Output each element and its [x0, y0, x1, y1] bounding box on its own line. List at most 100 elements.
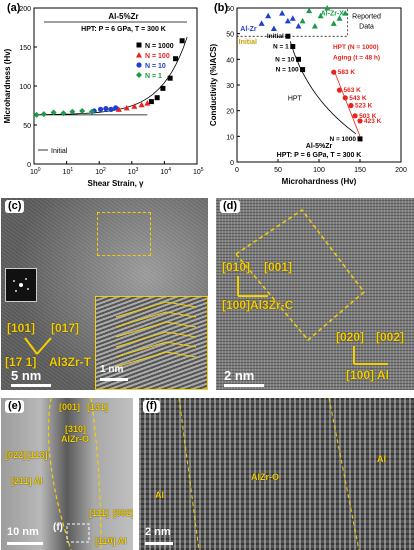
x-tick-label-a: 105 [193, 167, 204, 176]
data-point-b [289, 15, 296, 21]
x-tick-label-b: 50 [274, 167, 282, 174]
plane-001: [001] [264, 260, 293, 274]
label-hpt: HPT [288, 95, 303, 102]
boundary-lines-f [178, 398, 360, 550]
point-label-b: N = 10 [275, 56, 295, 63]
selection-box [97, 212, 151, 256]
panel-b: 0 10 20 30 40 50 60 0 50 100 150 200 Microhardness (… [207, 0, 414, 190]
x-tick-exp-a: 1 [70, 167, 73, 173]
initial-legend-label-a: Initial [51, 148, 68, 155]
label-initial: Initial [239, 39, 257, 46]
fft-dots-icon [13, 278, 29, 292]
data-point-a [60, 110, 67, 117]
label-al-zr-x: Al-Zr-X [321, 11, 345, 18]
data-point-a [167, 75, 173, 81]
al-plane-020: [020] [336, 330, 365, 344]
data-point-b [357, 118, 363, 124]
data-point-a [108, 106, 114, 112]
x-tick-exp-a: 3 [136, 167, 139, 173]
data-point-b [331, 69, 337, 75]
boundary-lines [47, 398, 102, 550]
data-point-b [336, 87, 343, 93]
chart-title-a: Al-5%Zr [108, 12, 138, 21]
x-tick-exp-a: 0 [38, 167, 41, 173]
x-tick-label-a: 101 [63, 167, 74, 176]
data-point-b [290, 44, 296, 49]
x-tick-exp-a: 4 [168, 167, 171, 173]
data-point-b [342, 10, 349, 16]
al-zone-d: [100] Al [346, 368, 389, 382]
x-tick-label-a: 102 [95, 167, 106, 176]
y-tick-label-a: 50 [23, 123, 31, 130]
scale-label-f: 2 nm [145, 526, 171, 538]
phase-alzr-o: AlZr-O [61, 434, 89, 444]
data-point-b [258, 20, 265, 26]
data-point-b [284, 17, 291, 24]
data-point-a [88, 108, 95, 115]
x-axis-label-b: Microhardness (Hv) [282, 177, 357, 186]
data-point-a [97, 106, 104, 112]
point-label-b: 423 K [364, 118, 382, 125]
axes-arrows-icon [24, 337, 52, 355]
chart-b-svg: 0 10 20 30 40 50 60 0 50 100 150 200 Microhardness (… [209, 5, 407, 186]
e-right-zone: [110] Al [95, 536, 127, 546]
label-aging-1: HPT (N = 1000) [333, 44, 379, 51]
data-point-a [115, 106, 122, 112]
zone-axis-c: [17 1] [5, 355, 37, 369]
x-tick-label-a: 100 [30, 167, 41, 176]
data-point-a [179, 38, 185, 44]
data-point-b [300, 67, 306, 73]
x-tick-label-b: 0 [235, 167, 239, 174]
e-right-p1: [111] [89, 508, 110, 518]
data-point-a [103, 106, 109, 112]
data-point-a [123, 104, 130, 111]
point-label-b: N = 1 [273, 44, 289, 51]
panel-label-f: (f) [143, 400, 160, 413]
scale-label-d: 2 nm [224, 368, 255, 383]
scale-bar-f [145, 542, 173, 545]
panel-label-a: (a) [7, 2, 21, 14]
data-point-b [317, 12, 324, 19]
e-right-p2: [002] [113, 508, 133, 518]
data-point-a [40, 111, 47, 118]
y-tick-label-b: 40 [226, 57, 234, 64]
reported-region-b [236, 7, 349, 37]
precipitate-outline [234, 208, 366, 342]
e-plane-131: [131] [87, 402, 109, 412]
panel-label-c: (c) [5, 200, 25, 213]
data-point-a [160, 85, 166, 91]
legend-label-a: N = 10 [145, 63, 166, 70]
y-tick-label-a: 0 [27, 162, 31, 169]
plot-frame-b [236, 7, 402, 163]
axes-arrows-icon-d [237, 276, 268, 297]
y-tick-label-b: 10 [226, 134, 234, 141]
data-point-a [131, 103, 138, 109]
phase-al3zr-t: Al3Zr-T [49, 355, 91, 369]
panel-e-tem: (e) [001] [131] [310] AlZr-O [022] [113]… [1, 398, 133, 550]
al-plane-002: [002] [376, 330, 405, 344]
legend-marker-a [136, 42, 142, 48]
data-point-b [352, 113, 358, 119]
data-point-b [348, 102, 354, 109]
panel-f-tem: (f) AlZr-O Al Al 2 nm [139, 398, 414, 550]
y-tick-label-a: 100 [19, 84, 31, 91]
point-label-b: Initial [267, 33, 284, 40]
condition-label-b: HPT: P = 6 GPa, T = 300 K [277, 152, 362, 159]
f-left-al: Al [155, 490, 164, 500]
axes-arrows-icon-al [353, 346, 388, 365]
legend-marker-a [136, 72, 142, 78]
reported-label-b2: Data [359, 24, 374, 31]
scale-label-e: 10 nm [7, 526, 39, 538]
scale-label-inset: 1 nm [100, 364, 124, 375]
data-point-a [148, 99, 154, 105]
scale-bar-d [224, 384, 264, 387]
y-axis-label-a: Microhardness (Hv) [3, 48, 12, 123]
plane-101: [101] [7, 321, 36, 335]
f-phase-alzr-o: AlZr-O [251, 472, 279, 482]
data-point-b [342, 95, 348, 101]
data-point-b [270, 25, 277, 32]
x-tick-label-b: 200 [395, 167, 407, 174]
point-label-b: N = 100 [276, 67, 299, 74]
data-point-b [299, 17, 306, 24]
scale-bar-inset [100, 378, 128, 381]
